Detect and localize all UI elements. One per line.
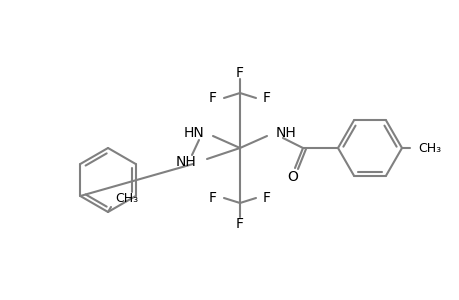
Text: F: F [208,191,217,205]
Text: NH: NH [175,155,196,169]
Text: F: F [263,91,270,105]
Text: F: F [208,91,217,105]
Text: CH₃: CH₃ [115,193,138,206]
Text: O: O [287,170,298,184]
Text: F: F [235,217,243,231]
Text: F: F [263,191,270,205]
Text: F: F [235,66,243,80]
Text: CH₃: CH₃ [417,142,440,154]
Text: NH: NH [275,126,296,140]
Text: HN: HN [183,126,203,140]
